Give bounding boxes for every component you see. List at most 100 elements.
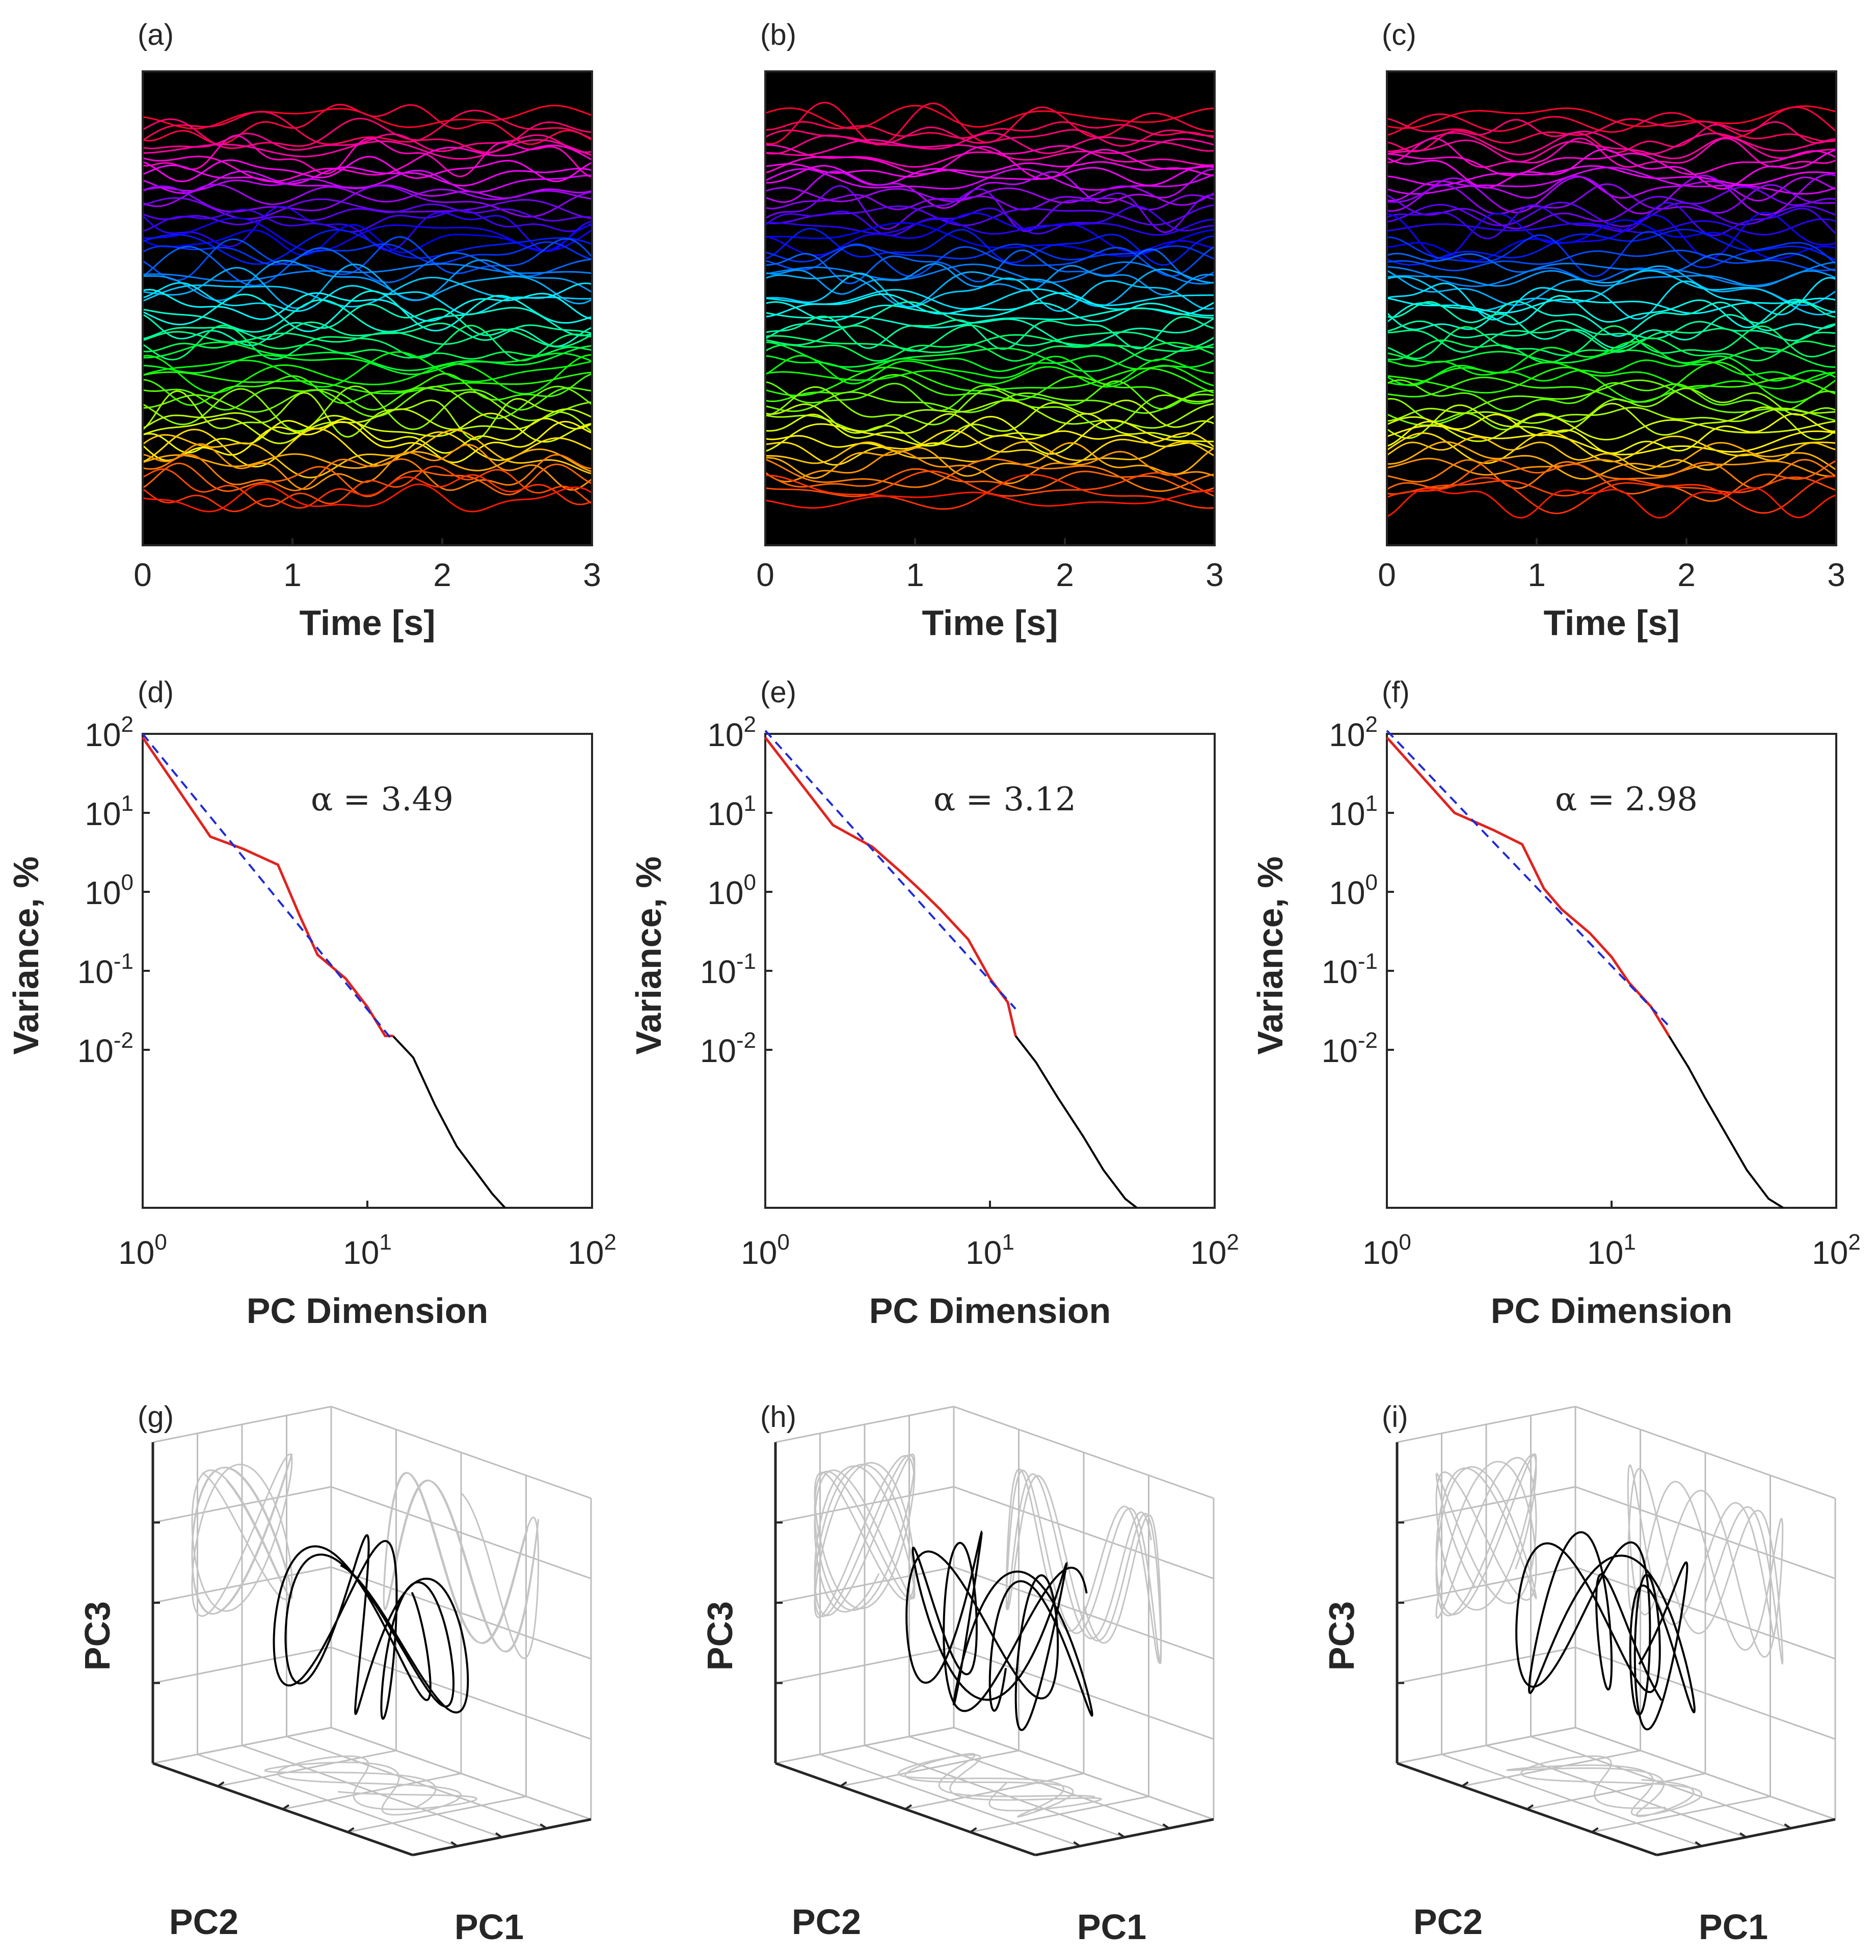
x-tick-label-base: 10: [118, 1234, 154, 1271]
x-tick-label-exp: 0: [154, 1230, 167, 1255]
pc3-axis-label: PC3: [77, 1601, 117, 1671]
x-tick-label-base: 10: [568, 1234, 604, 1271]
plot-frame: [142, 733, 593, 1209]
trace-line: [142, 454, 593, 492]
tick-mark: [450, 1841, 458, 1847]
x-tick-label-exp: 2: [604, 1230, 616, 1255]
trace-line: [142, 144, 593, 182]
trace-line: [142, 341, 593, 360]
y-tick-label: 100: [1329, 870, 1378, 911]
x-axis-label: PC Dimension: [1491, 1291, 1733, 1331]
x-tick-label: 101: [1587, 1230, 1636, 1271]
wall-projection: [1435, 1453, 1537, 1619]
y-tick-label-base: 10: [700, 1032, 736, 1069]
grid-line: [152, 1406, 332, 1443]
trace-line: [142, 197, 593, 220]
y-tick-label: 10-1: [1322, 949, 1378, 990]
trace-line: [1386, 406, 1837, 424]
grid-line: [347, 1795, 526, 1833]
trace-line: [1386, 201, 1837, 227]
trace-line: [142, 483, 593, 513]
grid-line: [1575, 1566, 1836, 1660]
x-tick-label: 100: [1362, 1230, 1411, 1271]
floor-projection: [1506, 1755, 1703, 1817]
y-tick-label: 100: [85, 870, 133, 911]
trace-line: [765, 227, 1215, 266]
x-tick-label-base: 10: [741, 1234, 777, 1271]
pc2-axis-label: PC2: [792, 1902, 861, 1942]
trace-line: [765, 205, 1215, 236]
trace-line: [765, 324, 1215, 352]
trace-line: [1386, 202, 1837, 240]
x-tick-label: 101: [343, 1230, 392, 1271]
tick-mark: [347, 1827, 355, 1833]
y-tick-label-exp: 1: [1365, 791, 1378, 816]
panel-label: (a): [138, 18, 174, 51]
trace-line: [765, 307, 1215, 329]
trace-line: [142, 474, 593, 512]
y-tick-label-base: 10: [77, 1032, 114, 1069]
trace-line: [142, 110, 593, 145]
y-tick-label-base: 10: [700, 953, 736, 990]
x-tick-label: 2: [1056, 557, 1074, 593]
y-tick-label-base: 10: [1322, 1032, 1358, 1069]
tick-mark: [217, 1781, 225, 1787]
panel-label: (i): [1382, 1400, 1408, 1434]
x-tick-label-exp: 2: [1848, 1230, 1860, 1255]
y-axis-label: Variance, %: [1250, 856, 1290, 1054]
trace-line: [765, 261, 1215, 285]
trace-line: [142, 203, 593, 225]
tail-line: [1668, 1035, 1784, 1209]
y-tick-label-exp: 1: [744, 791, 756, 816]
trace-line: [1386, 379, 1837, 412]
grid-line: [1441, 1754, 1702, 1847]
x-tick-label: 0: [133, 557, 152, 593]
trace-line: [142, 420, 593, 464]
x-axis-label: Time [s]: [1543, 603, 1679, 643]
trace-line: [1386, 347, 1837, 368]
grid-line: [331, 1486, 592, 1579]
y-tick-label-exp: -1: [114, 949, 133, 974]
trace-line: [142, 325, 593, 362]
trace-line: [142, 184, 593, 218]
trace-line: [142, 299, 593, 337]
trace-line: [1386, 150, 1837, 176]
trace-line: [142, 135, 593, 178]
tick-mark: [282, 1804, 290, 1810]
trajectory-line: [273, 1534, 469, 1720]
trace-line: [1386, 118, 1837, 144]
trace-line: [765, 288, 1215, 310]
trace-line: [765, 161, 1215, 178]
trace-line: [765, 391, 1215, 414]
x-tick-label-base: 10: [343, 1234, 379, 1271]
y-tick-label-base: 10: [85, 796, 121, 832]
trace-line: [142, 303, 593, 347]
y-tick-label-base: 10: [1329, 796, 1365, 832]
x-tick-label: 102: [568, 1230, 617, 1271]
x-tick-label: 1: [283, 557, 302, 593]
grid-line: [1575, 1486, 1836, 1579]
trace-line: [1386, 376, 1837, 403]
y-tick-label-base: 10: [1329, 717, 1365, 753]
y-tick-label-exp: 1: [121, 791, 133, 816]
trace-panel-0: (a) 0 1 2 3 Time [s]: [133, 18, 601, 643]
y-tick-label-exp: 0: [744, 870, 756, 895]
trace-line: [765, 343, 1215, 362]
trace-line: [1386, 320, 1837, 341]
y-tick-label-base: 10: [1329, 875, 1365, 911]
wall-projection: [383, 1472, 540, 1659]
grid-line: [1575, 1406, 1836, 1499]
y-tick-label-base: 10: [707, 717, 743, 753]
trace-line: [1386, 341, 1837, 386]
grid-line: [864, 1744, 1125, 1838]
y-tick-label: 102: [85, 712, 133, 753]
trace-line: [1386, 476, 1837, 497]
trace-line: [1386, 297, 1837, 314]
grid-line: [1397, 1486, 1576, 1523]
y-tick-label-exp: -1: [1358, 949, 1378, 974]
plot-frame: [1386, 70, 1837, 546]
floor-projection: [897, 1753, 1102, 1818]
x-tick-label: 3: [583, 557, 601, 593]
trace-line: [765, 168, 1215, 209]
